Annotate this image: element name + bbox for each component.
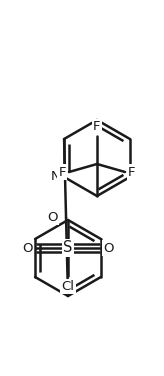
Text: F: F	[59, 165, 66, 179]
Text: N: N	[50, 170, 60, 183]
Text: Cl: Cl	[62, 280, 74, 293]
Text: F: F	[128, 165, 135, 179]
Text: O: O	[103, 241, 113, 255]
Text: S: S	[63, 241, 73, 256]
Text: O: O	[48, 211, 58, 224]
Text: O: O	[22, 241, 33, 255]
Text: F: F	[93, 120, 101, 133]
